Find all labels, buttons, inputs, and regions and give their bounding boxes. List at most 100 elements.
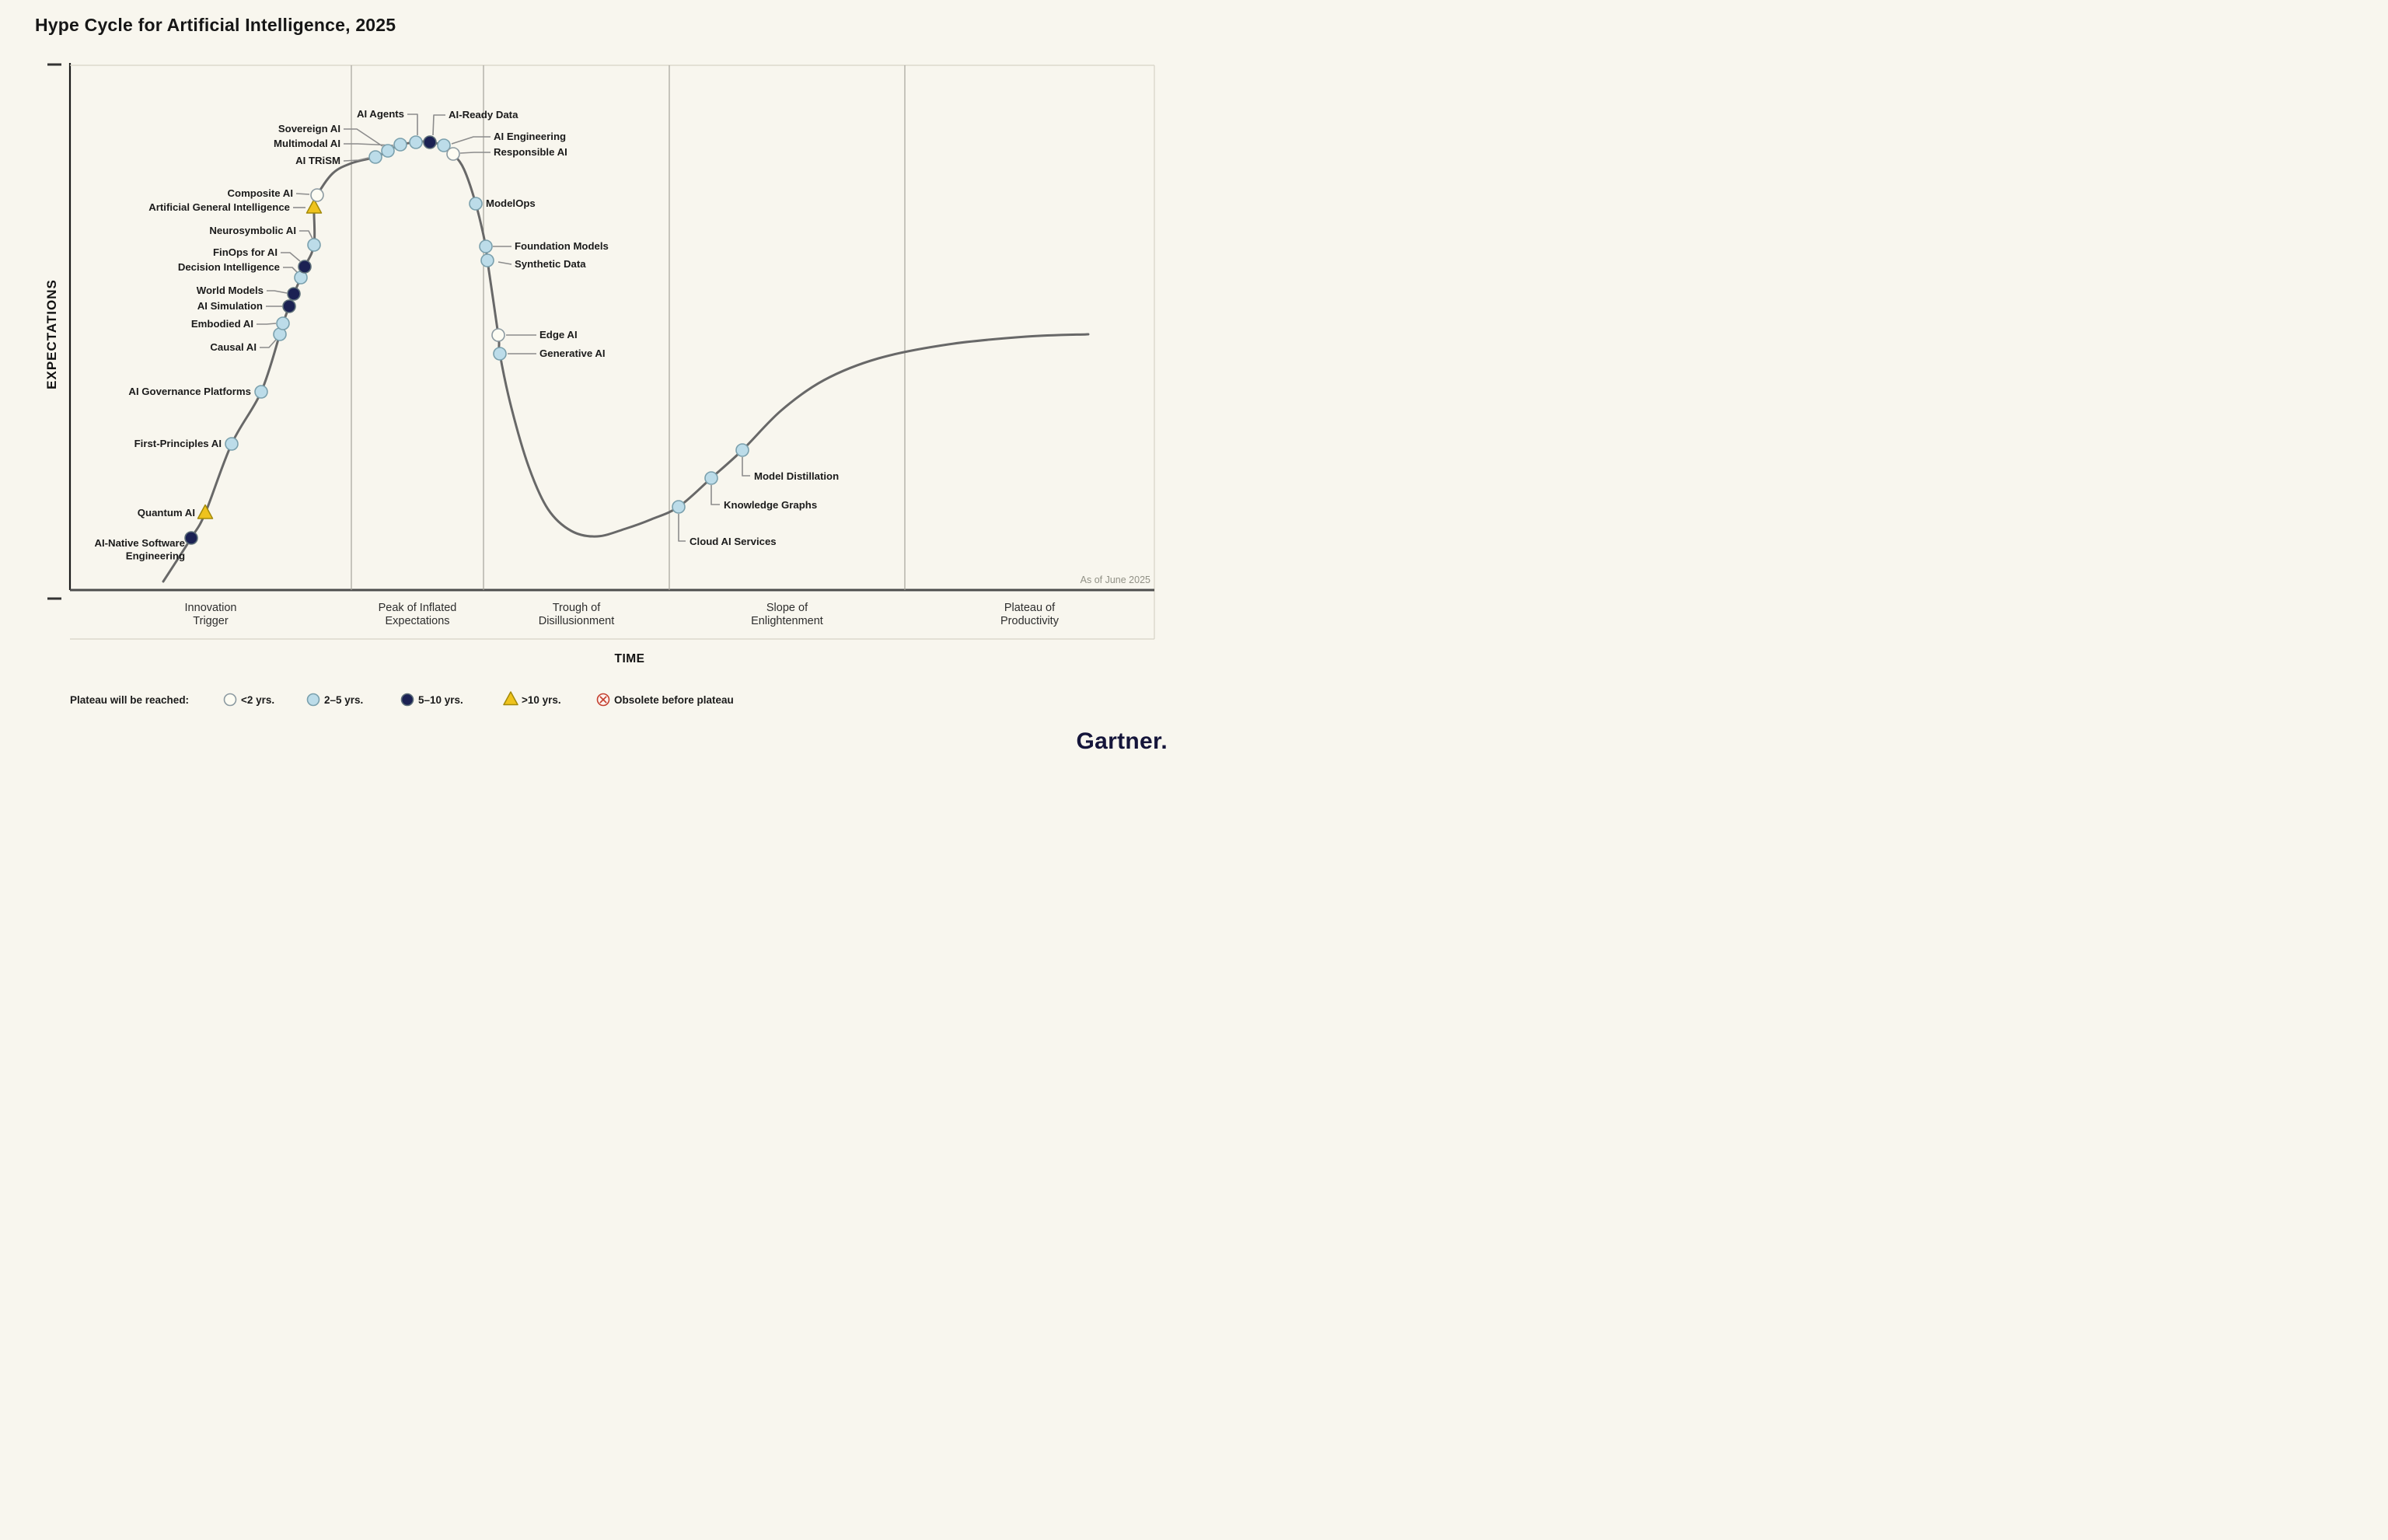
leader-ai-agents xyxy=(407,113,418,135)
label-artificial-general-intelligence: Artificial General Intelligence xyxy=(148,201,290,213)
leader-sovereign-ai xyxy=(344,128,383,147)
chart-canvas: Hype Cycle for Artificial Intelligence, … xyxy=(35,15,1168,754)
label-ai-engineering: AI Engineering xyxy=(494,131,566,142)
y-axis-label: EXPECTATIONS xyxy=(44,279,59,389)
marker-ai-agents xyxy=(409,135,423,149)
label-ai-agents: AI Agents xyxy=(357,108,404,120)
label-knowledge-graphs: Knowledge Graphs xyxy=(724,499,817,511)
label-first-principles-ai: First-Principles AI xyxy=(134,438,222,449)
marker-knowledge-graphs xyxy=(704,471,718,485)
marker-quantum-ai xyxy=(197,504,214,519)
marker-ai-governance-platforms xyxy=(254,385,268,399)
leader-model-distillation xyxy=(742,457,750,477)
leader-embodied-ai xyxy=(257,323,277,325)
marker-responsible-ai xyxy=(446,147,460,161)
technology-labels: AI-Native Software Engineering Quantum AI F… xyxy=(94,108,839,562)
label-cloud-ai-services: Cloud AI Services xyxy=(690,536,777,547)
leader-lines xyxy=(257,113,750,542)
label-synthetic-data: Synthetic Data xyxy=(515,258,586,270)
leader-ai-engineering xyxy=(451,136,491,145)
label-sovereign-ai: Sovereign AI xyxy=(278,123,340,134)
marker-generative-ai xyxy=(493,347,507,361)
label-edge-ai: Edge AI xyxy=(539,329,578,340)
phase-gridlines xyxy=(351,65,906,590)
label-responsible-ai: Responsible AI xyxy=(494,146,567,158)
phase-label: Innovation Trigger xyxy=(185,602,237,627)
leader-neurosymbolic-ai xyxy=(299,230,313,239)
phase-label: Trough of Disillusionment xyxy=(539,602,615,627)
marker-first-principles-ai xyxy=(225,437,239,451)
marker-modelops xyxy=(469,197,483,211)
label-embodied-ai: Embodied AI xyxy=(191,318,253,330)
legend: Plateau will be reached: <2 yrs. 2–5 yrs.… xyxy=(70,691,734,707)
phase-label: Plateau of Productivity xyxy=(1000,602,1060,627)
marker-artificial-general-intelligence xyxy=(305,198,323,214)
marker-foundation-models xyxy=(479,239,493,253)
leader-finops-for-ai xyxy=(281,252,301,262)
marker-edge-ai xyxy=(491,328,505,342)
legend-title: Plateau will be reached: xyxy=(70,694,189,706)
phase-labels: Innovation Trigger Peak of Inflated Expecta… xyxy=(185,602,1060,627)
leader-ai-ready-data xyxy=(432,114,445,136)
marker-ai-ready-data xyxy=(423,135,437,149)
marker-cloud-ai-services xyxy=(672,500,686,514)
label-ai-governance-platforms: AI Governance Platforms xyxy=(128,386,251,397)
marker-world-models xyxy=(287,287,301,301)
gartner-logo: Gartner. xyxy=(1077,728,1168,754)
legend-marker-5to10 xyxy=(400,693,414,707)
label-neurosymbolic-ai: Neurosymbolic AI xyxy=(209,225,296,236)
marker-embodied-ai xyxy=(276,316,290,330)
plot-frame xyxy=(47,63,1155,640)
technology-markers xyxy=(184,135,749,545)
label-ai-ready-data: AI-Ready Data xyxy=(449,109,518,120)
marker-composite-ai xyxy=(310,188,324,202)
legend-label-5to10: 5–10 yrs. xyxy=(418,694,463,706)
leader-decision-intelligence xyxy=(283,267,298,274)
legend-marker-lt2 xyxy=(223,693,237,707)
leader-causal-ai xyxy=(260,339,277,348)
label-decision-intelligence: Decision Intelligence xyxy=(178,261,280,273)
marker-ai-engineering xyxy=(437,138,451,152)
legend-label-2to5: 2–5 yrs. xyxy=(324,694,363,706)
leader-world-models xyxy=(267,290,288,294)
legend-label-gt10: >10 yrs. xyxy=(522,694,561,706)
label-finops-for-ai: FinOps for AI xyxy=(213,246,278,258)
label-quantum-ai: Quantum AI xyxy=(138,507,195,519)
leader-synthetic-data xyxy=(498,261,512,265)
page-title: Hype Cycle for Artificial Intelligence, … xyxy=(35,15,396,35)
label-ai-simulation: AI Simulation xyxy=(197,300,263,312)
leader-knowledge-graphs xyxy=(710,485,720,505)
label-modelops: ModelOps xyxy=(486,197,536,209)
leader-cloud-ai-services xyxy=(678,514,686,542)
label-foundation-models: Foundation Models xyxy=(515,240,609,252)
label-generative-ai: Generative AI xyxy=(539,347,606,359)
hype-cycle-chart: Hype Cycle for Artificial Intelligence, … xyxy=(0,0,1194,770)
marker-sovereign-ai xyxy=(381,144,395,158)
marker-ai-trism xyxy=(368,150,382,164)
x-axis-label: TIME xyxy=(614,652,644,665)
marker-ai-simulation xyxy=(282,299,296,313)
as-of-date: As of June 2025 xyxy=(1081,574,1150,585)
label-model-distillation: Model Distillation xyxy=(754,470,839,482)
legend-marker-obsolete-cross xyxy=(599,696,607,704)
leader-ai-trism xyxy=(343,157,369,162)
marker-model-distillation xyxy=(735,443,749,457)
label-world-models: World Models xyxy=(197,285,264,296)
marker-finops-for-ai xyxy=(298,260,312,274)
label-causal-ai: Causal AI xyxy=(210,341,257,353)
label-composite-ai: Composite AI xyxy=(227,187,293,199)
legend-marker-gt10 xyxy=(503,691,518,706)
marker-multimodal-ai xyxy=(393,138,407,152)
label-multimodal-ai: Multimodal AI xyxy=(274,138,340,149)
marker-synthetic-data xyxy=(480,253,494,267)
legend-label-lt2: <2 yrs. xyxy=(241,694,274,706)
marker-ai-native-software-engineering xyxy=(184,531,198,545)
leader-responsible-ai xyxy=(459,152,491,154)
label-ai-trism: AI TRiSM xyxy=(295,155,340,166)
legend-marker-2to5 xyxy=(306,693,320,707)
legend-label-obsolete: Obsolete before plateau xyxy=(614,694,734,706)
marker-neurosymbolic-ai xyxy=(307,238,321,252)
label-ai-native-software-engineering: AI-Native Software Engineering xyxy=(94,537,185,562)
phase-label: Peak of Inflated Expectations xyxy=(379,602,457,627)
phase-label: Slope of Enlightenment xyxy=(751,602,823,627)
